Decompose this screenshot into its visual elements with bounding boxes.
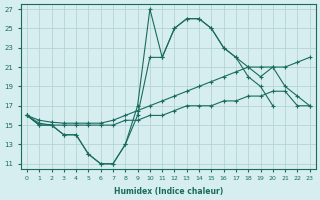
X-axis label: Humidex (Indice chaleur): Humidex (Indice chaleur) <box>114 187 223 196</box>
